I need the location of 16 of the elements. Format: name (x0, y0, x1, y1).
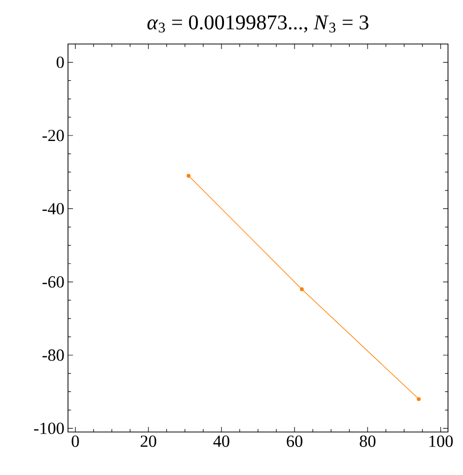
x-tick-label: 40 (213, 436, 230, 447)
x-tick-label: 20 (140, 436, 156, 447)
x-tick-label: 60 (286, 436, 302, 447)
chart-title: α$_{3}$ = 0.00199873..., N$_{3}$ = 3 (147, 15, 368, 32)
y-tick-label: -80 (42, 349, 64, 361)
y-tick-label: -20 (42, 130, 64, 142)
point (300, 287, 304, 292)
y-tick-label: 0 (56, 56, 64, 68)
y-tick-label: -60 (42, 276, 64, 288)
x-tick-label: 100 (429, 436, 453, 447)
y-tick-label: -100 (34, 422, 64, 434)
point (186, 174, 191, 178)
point (416, 397, 421, 401)
x-tick-label: 80 (360, 436, 376, 447)
x-tick-label: 0 (72, 436, 79, 447)
y-tick-label: -40 (42, 202, 64, 214)
